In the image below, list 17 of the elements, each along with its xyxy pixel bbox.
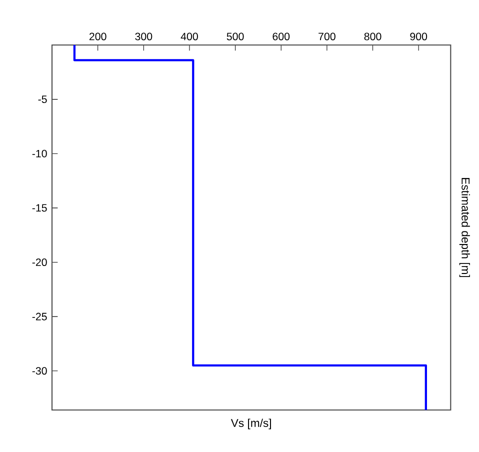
x-tick-label: 500 <box>226 32 244 40</box>
y-axis-title: Estimated depth [m] <box>459 178 470 278</box>
line-series <box>73 44 427 410</box>
x-axis-title: Vs [m/s] <box>230 418 271 430</box>
x-tick-label: 900 <box>410 32 428 40</box>
x-tick-label: 600 <box>272 32 290 40</box>
y-tick-label: -20 <box>32 258 47 266</box>
x-tick-label: 300 <box>135 32 152 40</box>
x-tick-label: 400 <box>180 32 198 40</box>
y-tick-label: -15 <box>32 204 47 212</box>
x-tick-label: 700 <box>318 32 336 40</box>
y-tick-label: -25 <box>32 312 47 320</box>
y-tick-label: -10 <box>32 150 47 158</box>
y-tick-label: -5 <box>38 96 47 104</box>
x-tick-label: 800 <box>364 32 382 40</box>
x-tick-label: 200 <box>89 32 106 40</box>
y-tick-label: -30 <box>32 367 47 375</box>
